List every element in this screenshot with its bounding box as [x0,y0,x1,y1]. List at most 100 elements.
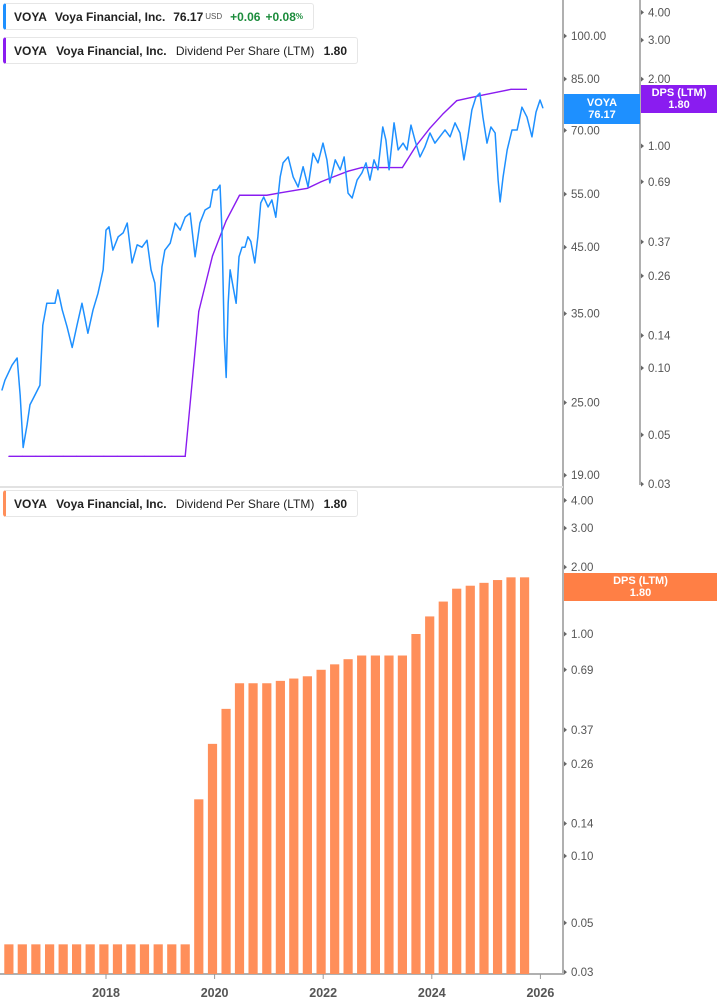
price-point [42,324,44,326]
price-point [334,159,336,161]
dps-bar[interactable] [44,944,55,974]
dps-point [171,455,173,457]
legend-dps-value: 1.80 [323,43,347,58]
dps-point [252,194,254,196]
dps-bar[interactable] [452,588,462,974]
price-point [232,286,234,288]
price-point [22,447,24,449]
price-line[interactable] [1,92,544,449]
price-point [535,111,537,113]
dps-point [198,310,200,312]
dps-bar[interactable] [492,580,503,974]
dps-bar[interactable] [479,582,489,974]
dps-bar[interactable] [99,944,109,974]
dps-point [510,88,512,90]
dps-bar[interactable] [194,799,204,974]
legend-company: Voya Financial, Inc. [56,496,167,511]
price-point [539,99,541,101]
dps-bar[interactable] [167,944,177,974]
dps-bar[interactable] [139,944,150,974]
price-point [136,244,138,246]
dps-bar[interactable] [343,659,353,974]
price-line-group [1,92,544,449]
dps-tick-label-top-mark [641,143,644,149]
dps-bar[interactable] [465,585,475,974]
price-point [257,236,259,238]
price-point [61,309,63,311]
price-point [343,156,345,158]
dps-bar[interactable] [31,944,41,974]
dps-tick-label-top-mark [641,37,644,43]
dps-tick-label-top: 0.37 [648,237,670,249]
dps-bar[interactable] [4,944,14,974]
dps-line[interactable] [8,88,527,458]
dps-bar[interactable] [126,944,136,974]
dps-bar[interactable] [234,683,245,974]
price-point [150,269,152,271]
legend-price[interactable]: VOYA Voya Financial, Inc. 76.17 USD +0.0… [3,3,314,30]
dps-bar[interactable] [221,708,231,974]
price-point [235,302,237,304]
price-point [292,176,294,178]
dps-bar[interactable] [384,655,394,974]
price-point [279,176,281,178]
dps-point [184,455,186,457]
dps-bar[interactable] [330,664,340,974]
price-point [459,132,461,134]
price-point [271,199,273,201]
dps-point [456,100,458,102]
x-tick-label: 2024 [418,986,446,1000]
dps-bar[interactable] [112,944,123,974]
dps-bar[interactable] [85,944,95,974]
dps-bar[interactable] [71,944,82,974]
price-point [424,146,426,148]
x-tick-label: 2018 [92,986,120,1000]
dps-bar[interactable] [397,655,407,974]
price-point [494,132,496,134]
dps-bar[interactable] [275,680,285,974]
dps-bar[interactable] [506,577,516,974]
price-point [244,246,246,248]
dps-bar[interactable] [316,669,326,974]
price-point [4,379,6,381]
price-point [122,232,124,234]
dps-bar[interactable] [248,683,258,974]
legend-price-value: 76.17 [173,9,204,24]
dps-bar[interactable] [370,655,380,974]
dps-bar[interactable] [153,944,163,974]
dps-bar[interactable] [207,743,218,974]
price-point [204,209,206,211]
legend-dps-top[interactable]: VOYA Voya Financial, Inc. Dividend Per S… [3,37,358,64]
price-point [377,169,379,171]
price-point [361,172,363,174]
dps-point [374,166,376,169]
dps-bar[interactable] [58,944,68,974]
price-tick-label-mark [564,311,567,317]
price-point [382,126,384,128]
price-tag-label: VOYA [586,97,618,109]
dps-bar[interactable] [411,634,421,974]
dps-tick-label-top-mark [641,432,644,438]
legend-dps-bottom[interactable]: VOYA Voya Financial, Inc. Dividend Per S… [3,490,358,517]
dps-bar[interactable] [302,676,312,974]
dps-bar[interactable] [519,577,530,974]
dps-bar[interactable] [17,944,27,974]
dps-tick-label-top: 0.69 [648,177,670,189]
price-point [112,249,114,251]
dps-bar[interactable] [180,944,190,974]
price-point [356,179,358,181]
price-point [227,302,229,304]
dps-bar[interactable] [425,616,435,974]
dps-bar[interactable] [262,683,272,974]
price-point [322,142,324,144]
legend-change-pct: +0.08 [265,9,296,24]
price-point [486,142,488,144]
legend-ticker: VOYA [14,9,47,24]
dps-bar[interactable] [289,678,299,974]
dps-bar[interactable] [438,601,448,974]
dps-bar[interactable] [357,655,367,974]
price-point [263,196,265,198]
price-tick-label: 25.00 [571,398,600,410]
dps-tick-label-top: 3.00 [648,35,670,47]
